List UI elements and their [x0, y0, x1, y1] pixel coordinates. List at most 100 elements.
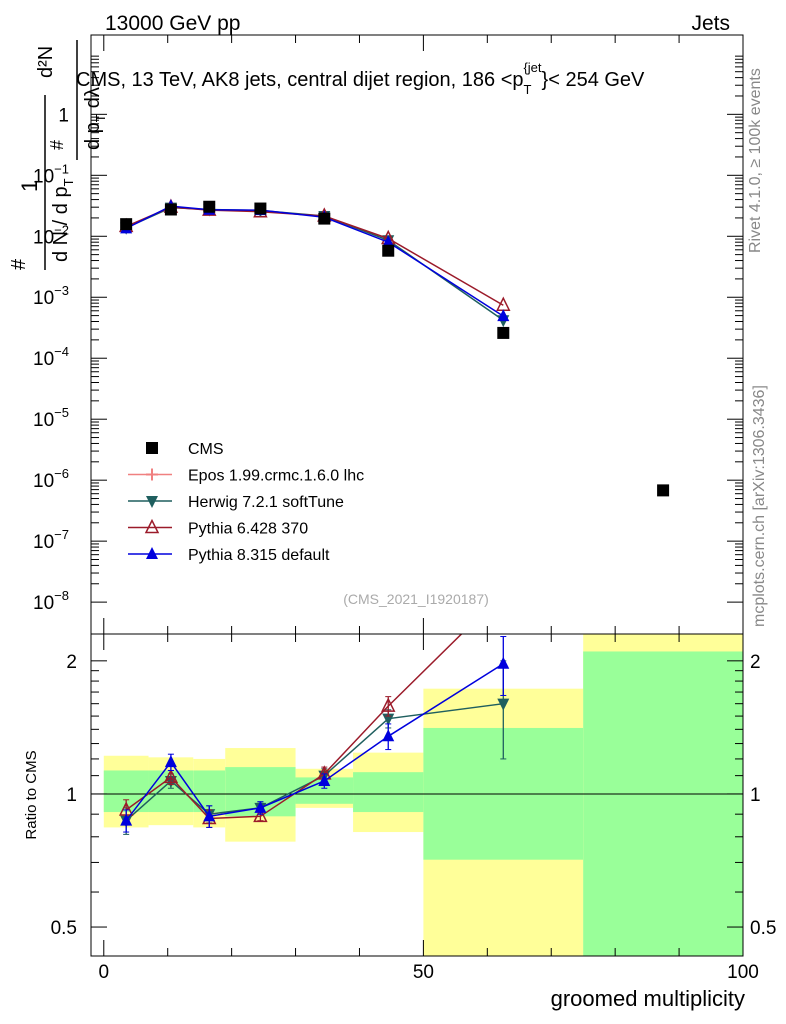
ratio-y-tick-label: 0.5 [51, 918, 77, 939]
header-jets-label: Jets [691, 12, 730, 35]
ylabel-den-sub: T [61, 178, 76, 186]
y-tick-label: 10−5 [33, 405, 69, 431]
main-title-sup: {jet [523, 60, 541, 75]
rivet-version-label: Rivet 4.1.0, ≥ 100k events [747, 68, 764, 253]
y-tick-exponent: −5 [54, 405, 69, 420]
series-line-pythia6 [125, 206, 504, 306]
lower-series-clipped [118, 634, 510, 835]
ylabel-den-mid: d N [50, 231, 72, 262]
upper-x-ticks [103, 35, 744, 634]
lower-series-layer [118, 634, 510, 835]
header-energy-label: 13000 GeV pp [105, 12, 240, 35]
ylabel-num2-mid: d p [82, 122, 104, 150]
y-tick-label: 10−4 [33, 344, 69, 370]
series-line-pythia8 [125, 205, 504, 317]
y-tick-label: 1 [58, 105, 69, 126]
ratio-point-pythia8 [164, 755, 177, 768]
ratio-y-tick-label: 2 [66, 652, 77, 673]
ylabel-num2-sub: T [93, 114, 108, 122]
band-inner [583, 651, 743, 956]
ratio-point-pythia8 [203, 809, 216, 822]
ratio-y-tick-label-right: 2 [750, 652, 761, 673]
ylabel-num2-d2n: d²N [35, 46, 57, 78]
main-title-text: CMS, 13 TeV, AK8 jets, central dijet reg… [76, 69, 524, 91]
ratio-y-tick-label-right: 1 [750, 785, 761, 806]
ratio-point-pythia6 [381, 697, 396, 712]
y-tick-exponent: −3 [54, 283, 69, 298]
y-tick-label: 10−7 [33, 527, 69, 553]
y-tick-exponent: −7 [54, 527, 69, 542]
ratio-uncertainty-bands [103, 634, 743, 956]
ratio-point-pythia8 [318, 773, 331, 786]
lower-panel: 0.5 0.5 1 1 2 2 0 50 100 [51, 633, 776, 983]
upper-series-layer [118, 198, 670, 497]
ylabel-num2-dl: dλ [82, 87, 104, 108]
upper-panel: 10−810−710−610−510−410−310−210−11 [33, 34, 744, 635]
x-tick-label: 0 [98, 962, 109, 983]
data-point-cms [120, 218, 133, 231]
ylabel-den: d N / d pT [50, 178, 76, 262]
main-title-end: }< 254 GeV [542, 69, 646, 91]
x-tick-label: 50 [413, 962, 434, 983]
legend-marker-pythia8 [146, 547, 158, 559]
x-axis-label: groomed multiplicity [551, 986, 745, 1011]
ylabel-den-prefix: # [8, 258, 30, 270]
x-tick-label: 100 [727, 962, 759, 983]
ratio-point-pythia8 [382, 729, 395, 742]
data-point-pythia8 [382, 235, 395, 248]
mcplots-source-label: mcplots.cern.ch [arXiv:1306.3436] [751, 385, 768, 627]
lower-y-axis-label: Ratio to CMS [23, 750, 40, 839]
legend-marker-cms [146, 442, 158, 454]
upper-y-axis: 10−810−710−610−510−410−310−210−11 [33, 55, 743, 614]
y-tick-label: 10−3 [33, 283, 69, 309]
legend-label-cms: CMS [188, 441, 224, 458]
upper-y-axis-label: 1 # d N / d pT # d²N d pTdλ [8, 40, 108, 270]
data-point-cms [382, 244, 395, 257]
y-tick-exponent: −2 [54, 222, 69, 237]
legend-label-epos: Epos 1.99.crmc.1.6.0 lhc [188, 468, 364, 485]
legend-marker-pythia6 [144, 518, 160, 534]
legend-label-herwig: Herwig 7.2.1 softTune [188, 494, 344, 511]
lower-axes: 0.5 0.5 1 1 2 2 0 50 100 [51, 634, 776, 983]
data-point-cms [657, 484, 670, 497]
ylabel-den-slash: / [50, 214, 72, 231]
upper-panel-frame [90, 34, 744, 635]
ylabel-num2: d²N [35, 46, 57, 78]
main-title: CMS, 13 TeV, AK8 jets, central dijet reg… [76, 60, 645, 97]
y-tick-exponent: −4 [54, 344, 69, 359]
data-point-cms [318, 212, 331, 225]
y-tick-exponent: −8 [54, 588, 69, 603]
ratio-y-tick-label-right: 0.5 [750, 918, 776, 939]
y-tick-exponent: −6 [54, 466, 69, 481]
ratio-point-pythia8 [120, 813, 133, 826]
ylabel-num2-low: d pTdλ [82, 87, 108, 150]
legend-label-pythia8: Pythia 8.315 default [188, 547, 330, 564]
main-title-sub: T [524, 82, 532, 97]
data-point-cms [254, 202, 267, 215]
ratio-y-tick-label: 1 [66, 785, 77, 806]
y-tick-label: 10−6 [33, 466, 69, 492]
data-point-pythia8 [497, 309, 510, 322]
legend-marker-herwig [146, 496, 158, 508]
ratio-point-pythia6 [163, 768, 179, 784]
ratio-point-pythia8 [254, 800, 267, 813]
data-point-pythia6 [496, 296, 511, 311]
ylabel-one: 1 [17, 180, 42, 192]
ratio-point-herwig [497, 698, 510, 711]
legend: CMS Epos 1.99.crmc.1.6.0 lhc Herwig 7.2.1 … [128, 441, 364, 564]
data-point-cms [203, 200, 216, 213]
y-tick-exponent: −1 [54, 161, 69, 176]
ratio-point-pythia6 [253, 807, 268, 823]
series-line-herwig [125, 206, 504, 321]
y-tick-label: 10−1 [33, 161, 69, 187]
lower-panel-frame [90, 633, 744, 957]
legend-label-pythia6: Pythia 6.428 370 [188, 521, 308, 538]
ylabel-num2-top: # [47, 140, 67, 150]
band-inner [353, 772, 424, 813]
data-point-cms [497, 326, 510, 339]
ratio-point-herwig [382, 713, 395, 726]
ratio-point-pythia8 [497, 656, 510, 669]
ylabel-den-suffix: d p [50, 186, 72, 214]
analysis-tag: (CMS_2021_I1920187) [343, 591, 489, 607]
